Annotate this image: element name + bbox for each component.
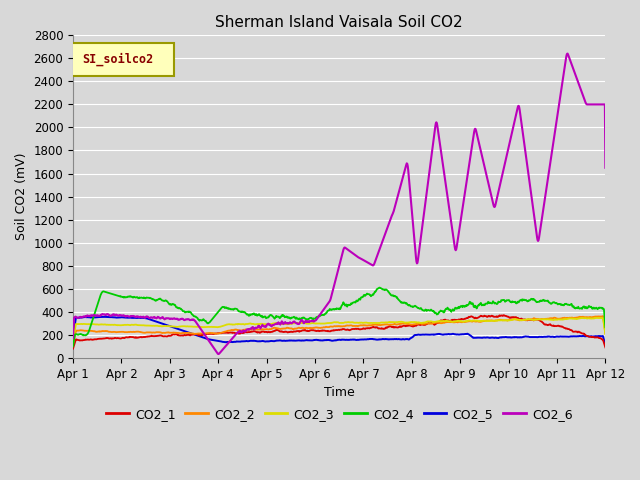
Title: Sherman Island Vaisala Soil CO2: Sherman Island Vaisala Soil CO2: [216, 15, 463, 30]
FancyBboxPatch shape: [70, 43, 174, 76]
Legend: CO2_1, CO2_2, CO2_3, CO2_4, CO2_5, CO2_6: CO2_1, CO2_2, CO2_3, CO2_4, CO2_5, CO2_6: [101, 403, 577, 426]
X-axis label: Time: Time: [324, 386, 355, 399]
Text: SI_soilco2: SI_soilco2: [83, 52, 154, 66]
Y-axis label: Soil CO2 (mV): Soil CO2 (mV): [15, 153, 28, 240]
